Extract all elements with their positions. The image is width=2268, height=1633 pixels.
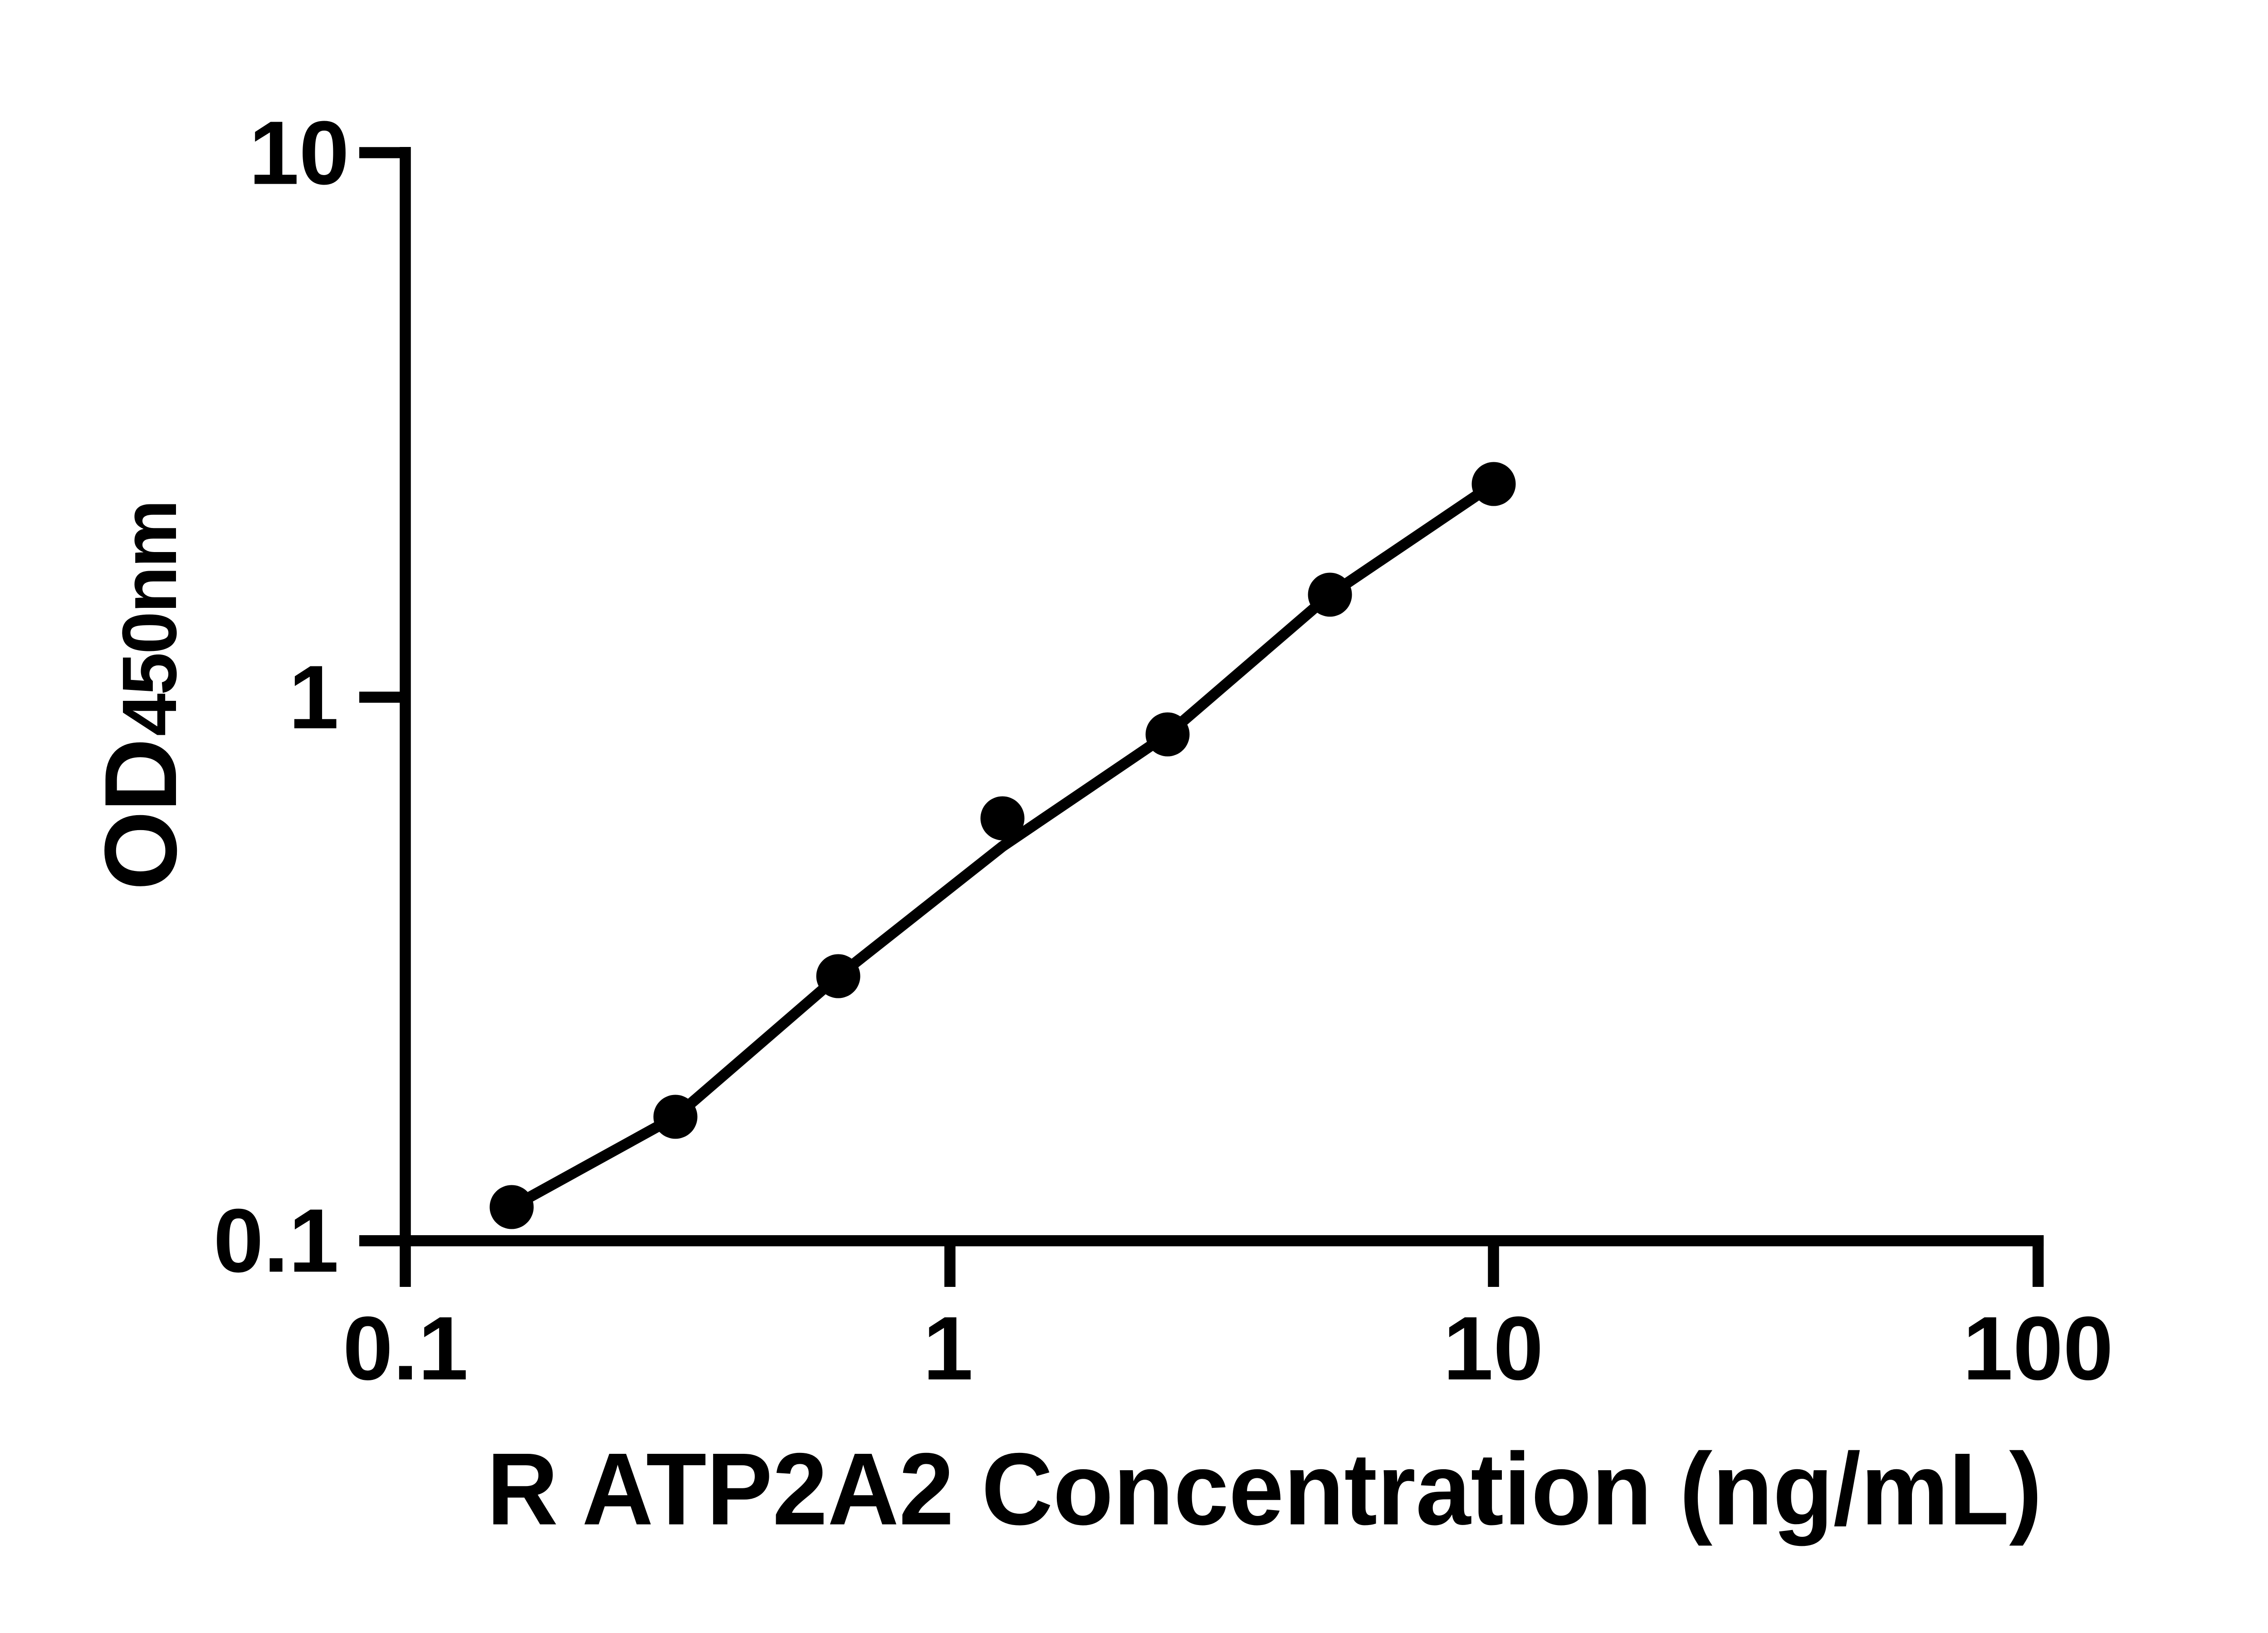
svg-text:450nm: 450nm [107,499,193,736]
svg-text:OD: OD [83,738,198,890]
svg-text:1: 1 [288,647,339,748]
svg-text:R ATP2A2 Concentration (ng/mL): R ATP2A2 Concentration (ng/mL) [487,1432,2042,1546]
svg-text:0.1: 0.1 [213,1191,339,1291]
svg-text:10: 10 [249,103,349,204]
svg-text:10: 10 [1443,1298,1543,1399]
svg-text:100: 100 [1963,1298,2113,1399]
svg-text:0.1: 0.1 [343,1298,469,1399]
svg-text:1: 1 [923,1298,973,1399]
